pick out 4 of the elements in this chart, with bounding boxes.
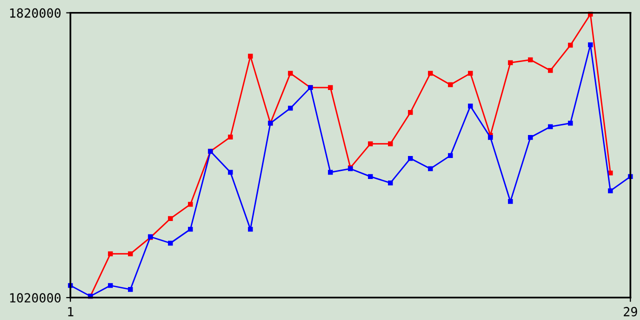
x-tick-label: 29 — [624, 306, 638, 316]
y-tick-label: 1020000 — [10, 293, 61, 303]
y-tick-label: 1820000 — [10, 8, 61, 18]
x-tick-label: 1 — [68, 307, 74, 316]
